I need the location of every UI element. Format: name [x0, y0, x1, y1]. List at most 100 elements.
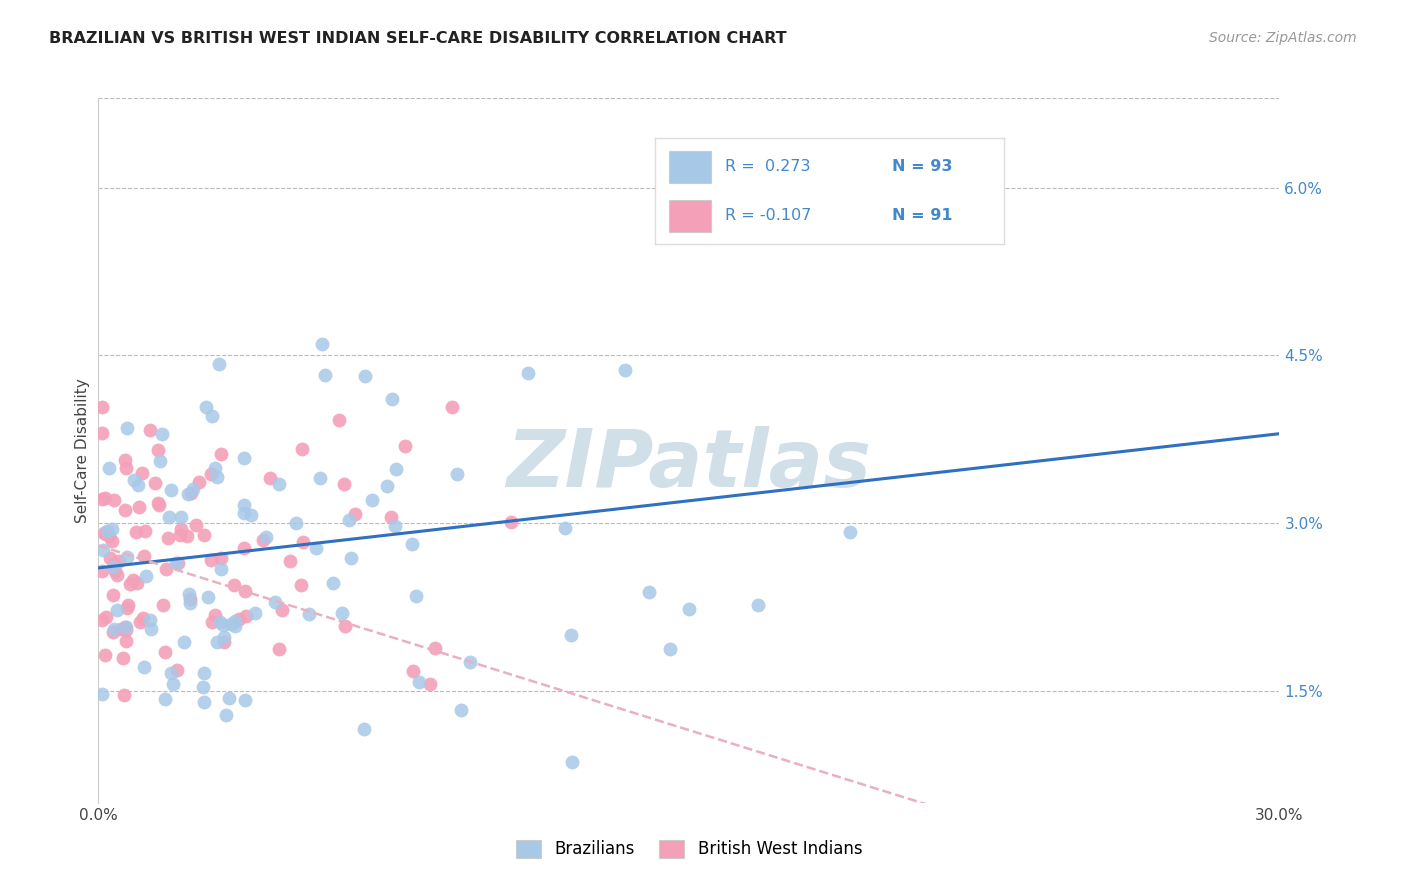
Point [314, 368, 336, 382]
Point [233, 692, 256, 706]
Point [270, 603, 292, 617]
Point [441, 400, 464, 414]
Point [328, 413, 350, 427]
Point [180, 486, 202, 500]
Point [254, 530, 277, 544]
Point [107, 603, 129, 617]
Point [129, 615, 152, 629]
Point [228, 612, 250, 626]
Point [209, 551, 232, 566]
Text: R =  0.273: R = 0.273 [725, 159, 810, 174]
Point [419, 677, 441, 691]
Point [179, 592, 201, 607]
Point [614, 363, 637, 377]
Point [91, 401, 114, 415]
Point [125, 575, 148, 590]
Point [170, 509, 193, 524]
Point [501, 515, 523, 529]
Point [112, 688, 135, 702]
FancyBboxPatch shape [669, 151, 711, 183]
Point [97, 529, 120, 543]
Point [91, 565, 114, 579]
Point [235, 609, 257, 624]
Point [115, 600, 138, 615]
Point [115, 633, 138, 648]
Point [337, 513, 360, 527]
Point [322, 576, 344, 591]
Point [201, 615, 224, 629]
Point [166, 663, 188, 677]
Point [333, 476, 356, 491]
Point [103, 557, 125, 571]
Point [195, 400, 218, 414]
Point [291, 534, 314, 549]
Point [200, 553, 222, 567]
Point [117, 421, 139, 435]
Point [385, 462, 408, 476]
Point [157, 531, 180, 545]
Point [114, 452, 136, 467]
Point [141, 622, 163, 636]
Point [201, 409, 224, 424]
Point [179, 596, 201, 610]
Point [115, 620, 138, 634]
Point [134, 524, 156, 538]
Point [125, 524, 148, 539]
Point [96, 524, 118, 538]
Point [204, 608, 226, 623]
Point [381, 392, 404, 406]
Point [94, 648, 117, 663]
Point [343, 507, 366, 521]
Point [101, 560, 124, 574]
Point [311, 337, 333, 351]
Point [380, 509, 402, 524]
Point [658, 641, 681, 656]
Point [94, 527, 117, 541]
Point [122, 473, 145, 487]
Point [115, 550, 138, 565]
Point [384, 519, 406, 533]
Point [264, 595, 287, 609]
Point [155, 691, 177, 706]
Point [259, 471, 281, 485]
Point [219, 617, 242, 632]
Point [132, 660, 155, 674]
Point [98, 550, 121, 565]
Point [747, 599, 769, 613]
Point [153, 645, 176, 659]
Point [204, 461, 226, 475]
Point [160, 483, 183, 498]
Point [291, 442, 314, 457]
Point [446, 467, 468, 481]
Point [252, 533, 274, 548]
Point [285, 516, 308, 531]
Point [290, 578, 312, 592]
Text: N = 93: N = 93 [893, 159, 953, 174]
Point [214, 634, 236, 648]
Point [208, 615, 231, 629]
Point [209, 562, 232, 576]
Legend: Brazilians, British West Indians: Brazilians, British West Indians [509, 833, 869, 865]
Point [218, 690, 240, 705]
Point [110, 623, 132, 637]
Text: N = 91: N = 91 [893, 208, 953, 223]
Point [450, 703, 472, 717]
Point [353, 722, 375, 736]
Point [394, 439, 416, 453]
Point [98, 461, 121, 475]
Point [678, 602, 700, 616]
Point [222, 578, 245, 592]
Point [205, 470, 228, 484]
Point [354, 369, 377, 384]
Point [233, 541, 256, 555]
Point [188, 475, 211, 490]
Point [181, 482, 204, 496]
Point [91, 688, 114, 702]
Point [193, 695, 215, 709]
Point [224, 618, 246, 632]
Point [278, 554, 301, 568]
Point [177, 487, 200, 501]
Point [224, 615, 246, 629]
Point [215, 708, 238, 723]
Point [91, 613, 114, 627]
